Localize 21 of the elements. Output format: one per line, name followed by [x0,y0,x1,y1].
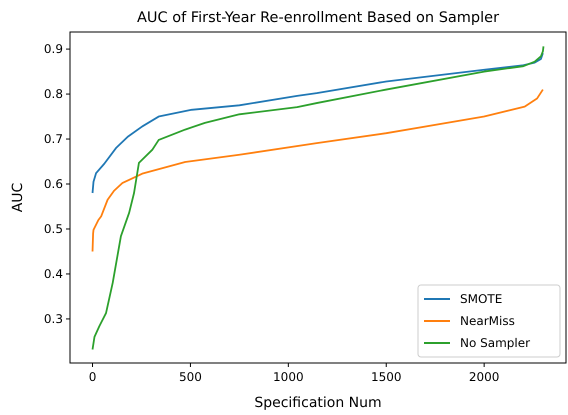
y-axis-title: AUC [10,182,26,212]
y-tick-label: 0.7 [44,132,63,146]
x-tick-label: 2000 [468,370,500,384]
y-tick-label: 0.8 [44,87,63,102]
y-tick-label: 0.9 [44,42,63,56]
x-tick-label: 0 [88,370,96,384]
legend-label: NearMiss [460,314,515,328]
line-series [92,52,544,194]
y-tick-label: 0.6 [44,177,63,192]
x-tick-label: 1000 [273,370,304,384]
chart-title: AUC of First-Year Re-enrollment Based on Sampler [136,10,500,26]
x-tick-label: 1500 [370,370,402,384]
line-series [92,45,544,350]
y-tick-label: 0.4 [44,266,63,281]
line-series [92,88,544,252]
y-tick-label: 0.5 [44,222,63,236]
x-axis-title: Specification Num [254,395,382,411]
x-tick-label: 500 [178,370,202,384]
legend-label: No Sampler [460,336,530,350]
legend-label: SMOTE [460,292,502,306]
y-tick-label: 0.3 [44,312,63,326]
